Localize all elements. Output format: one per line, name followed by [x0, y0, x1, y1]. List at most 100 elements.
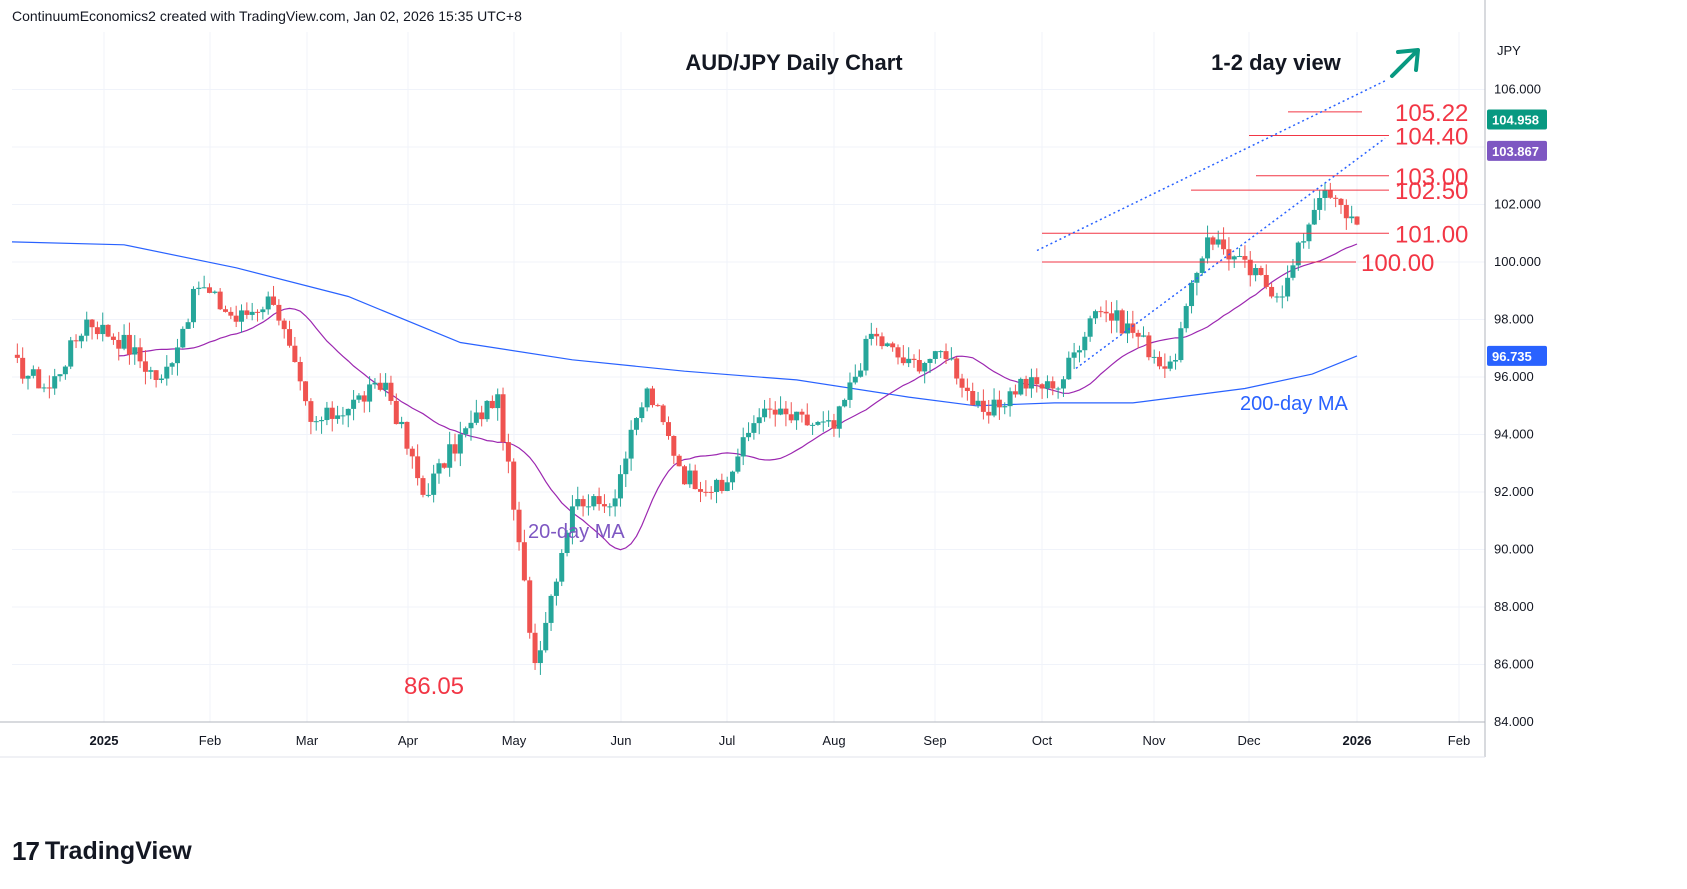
x-tick-label: Jul — [719, 733, 736, 748]
candle-body — [68, 340, 74, 367]
candle-body — [361, 395, 367, 402]
candle-body — [1103, 311, 1109, 314]
candle-body — [1205, 237, 1211, 259]
candle-body — [1279, 296, 1285, 298]
candle-body — [831, 420, 837, 429]
candle-body — [505, 442, 511, 462]
ma20-value-box-bg — [1487, 140, 1547, 161]
level-label: 102.50 — [1395, 178, 1468, 205]
candle-body — [287, 329, 293, 346]
candle-body — [1151, 356, 1157, 358]
candle-body — [441, 463, 447, 468]
channel-upper-line — [1036, 80, 1386, 252]
candle-body — [164, 366, 170, 379]
candle-body — [826, 420, 832, 422]
candle-body — [153, 370, 159, 380]
candle-body — [180, 328, 186, 348]
candle-body — [484, 400, 490, 420]
candle-body — [1269, 286, 1275, 297]
x-tick-label: Apr — [398, 733, 419, 748]
candle-body — [1189, 282, 1195, 307]
candle-body — [1327, 190, 1333, 198]
candle-body — [468, 422, 474, 429]
candle-body — [1167, 361, 1173, 369]
candle-body — [1338, 198, 1344, 206]
candle-body — [495, 394, 501, 409]
candle-body — [356, 395, 362, 400]
candle-body — [575, 499, 581, 507]
candle-body — [1044, 381, 1050, 389]
candle-body — [1301, 241, 1307, 243]
candle-body — [810, 424, 816, 426]
candle-body — [1055, 388, 1061, 390]
candle-body — [1092, 311, 1098, 319]
x-tick-label: May — [502, 733, 527, 748]
y-tick-label: 100.000 — [1494, 254, 1541, 269]
candle-body — [975, 400, 981, 406]
candle-body — [399, 421, 405, 425]
candle-body — [1247, 259, 1253, 276]
candle-body — [724, 482, 730, 491]
candle-body — [212, 291, 218, 293]
candle-body — [1215, 239, 1221, 245]
candle-body — [377, 382, 383, 390]
candle-body — [132, 347, 138, 355]
candle-body — [319, 420, 325, 422]
candle-body — [1274, 296, 1280, 298]
last-price-box: 104.958 — [1487, 109, 1547, 130]
candle-body — [292, 345, 298, 363]
candle-body — [1130, 323, 1136, 333]
candle-body — [345, 408, 351, 416]
candle-body — [804, 414, 810, 426]
candles-layer — [14, 182, 1360, 675]
candle-body — [142, 361, 148, 372]
candle-body — [46, 387, 52, 389]
candle-body — [986, 411, 992, 416]
candle-body — [1322, 190, 1328, 198]
candle-body — [687, 470, 693, 485]
candle-body — [794, 411, 800, 421]
candle-body — [14, 354, 20, 358]
candle-body — [783, 408, 789, 415]
candle-body — [25, 375, 31, 379]
candle-body — [863, 338, 869, 371]
y-tick-label: 94.000 — [1494, 427, 1534, 442]
candle-body — [847, 382, 853, 400]
candle-body — [84, 319, 90, 336]
view-label: 1-2 day view — [1211, 50, 1342, 75]
candle-body — [1317, 197, 1323, 210]
candle-body — [858, 370, 864, 377]
candle-body — [601, 504, 607, 507]
candle-body — [89, 319, 95, 328]
candle-body — [457, 434, 463, 454]
candle-body — [874, 333, 880, 337]
candle-body — [1135, 332, 1141, 337]
candle-body — [692, 470, 698, 490]
ma20-value-box-text: 103.867 — [1492, 144, 1539, 159]
candle-body — [719, 479, 725, 491]
candle-body — [553, 581, 559, 596]
candle-body — [1349, 216, 1355, 219]
candle-body — [201, 287, 207, 289]
ma200-value-box-text: 96.735 — [1492, 349, 1532, 364]
candle-body — [591, 496, 597, 507]
candle-body — [404, 421, 410, 449]
candle-body — [169, 363, 175, 367]
candle-body — [52, 376, 58, 389]
candle-body — [676, 455, 682, 467]
arrow-up-right-icon — [1390, 48, 1420, 78]
candle-body — [1114, 310, 1120, 321]
candle-body — [1060, 379, 1066, 389]
x-tick-label: 2025 — [90, 733, 119, 748]
candle-body — [1012, 391, 1018, 395]
candle-body — [569, 506, 575, 533]
candle-body — [1146, 335, 1152, 358]
candle-body — [580, 499, 586, 507]
channel-layer — [1036, 80, 1386, 369]
candle-body — [479, 412, 485, 420]
candle-body — [815, 421, 821, 425]
candle-body — [1157, 356, 1163, 367]
candle-body — [708, 491, 714, 493]
x-tick-label: Nov — [1142, 733, 1166, 748]
